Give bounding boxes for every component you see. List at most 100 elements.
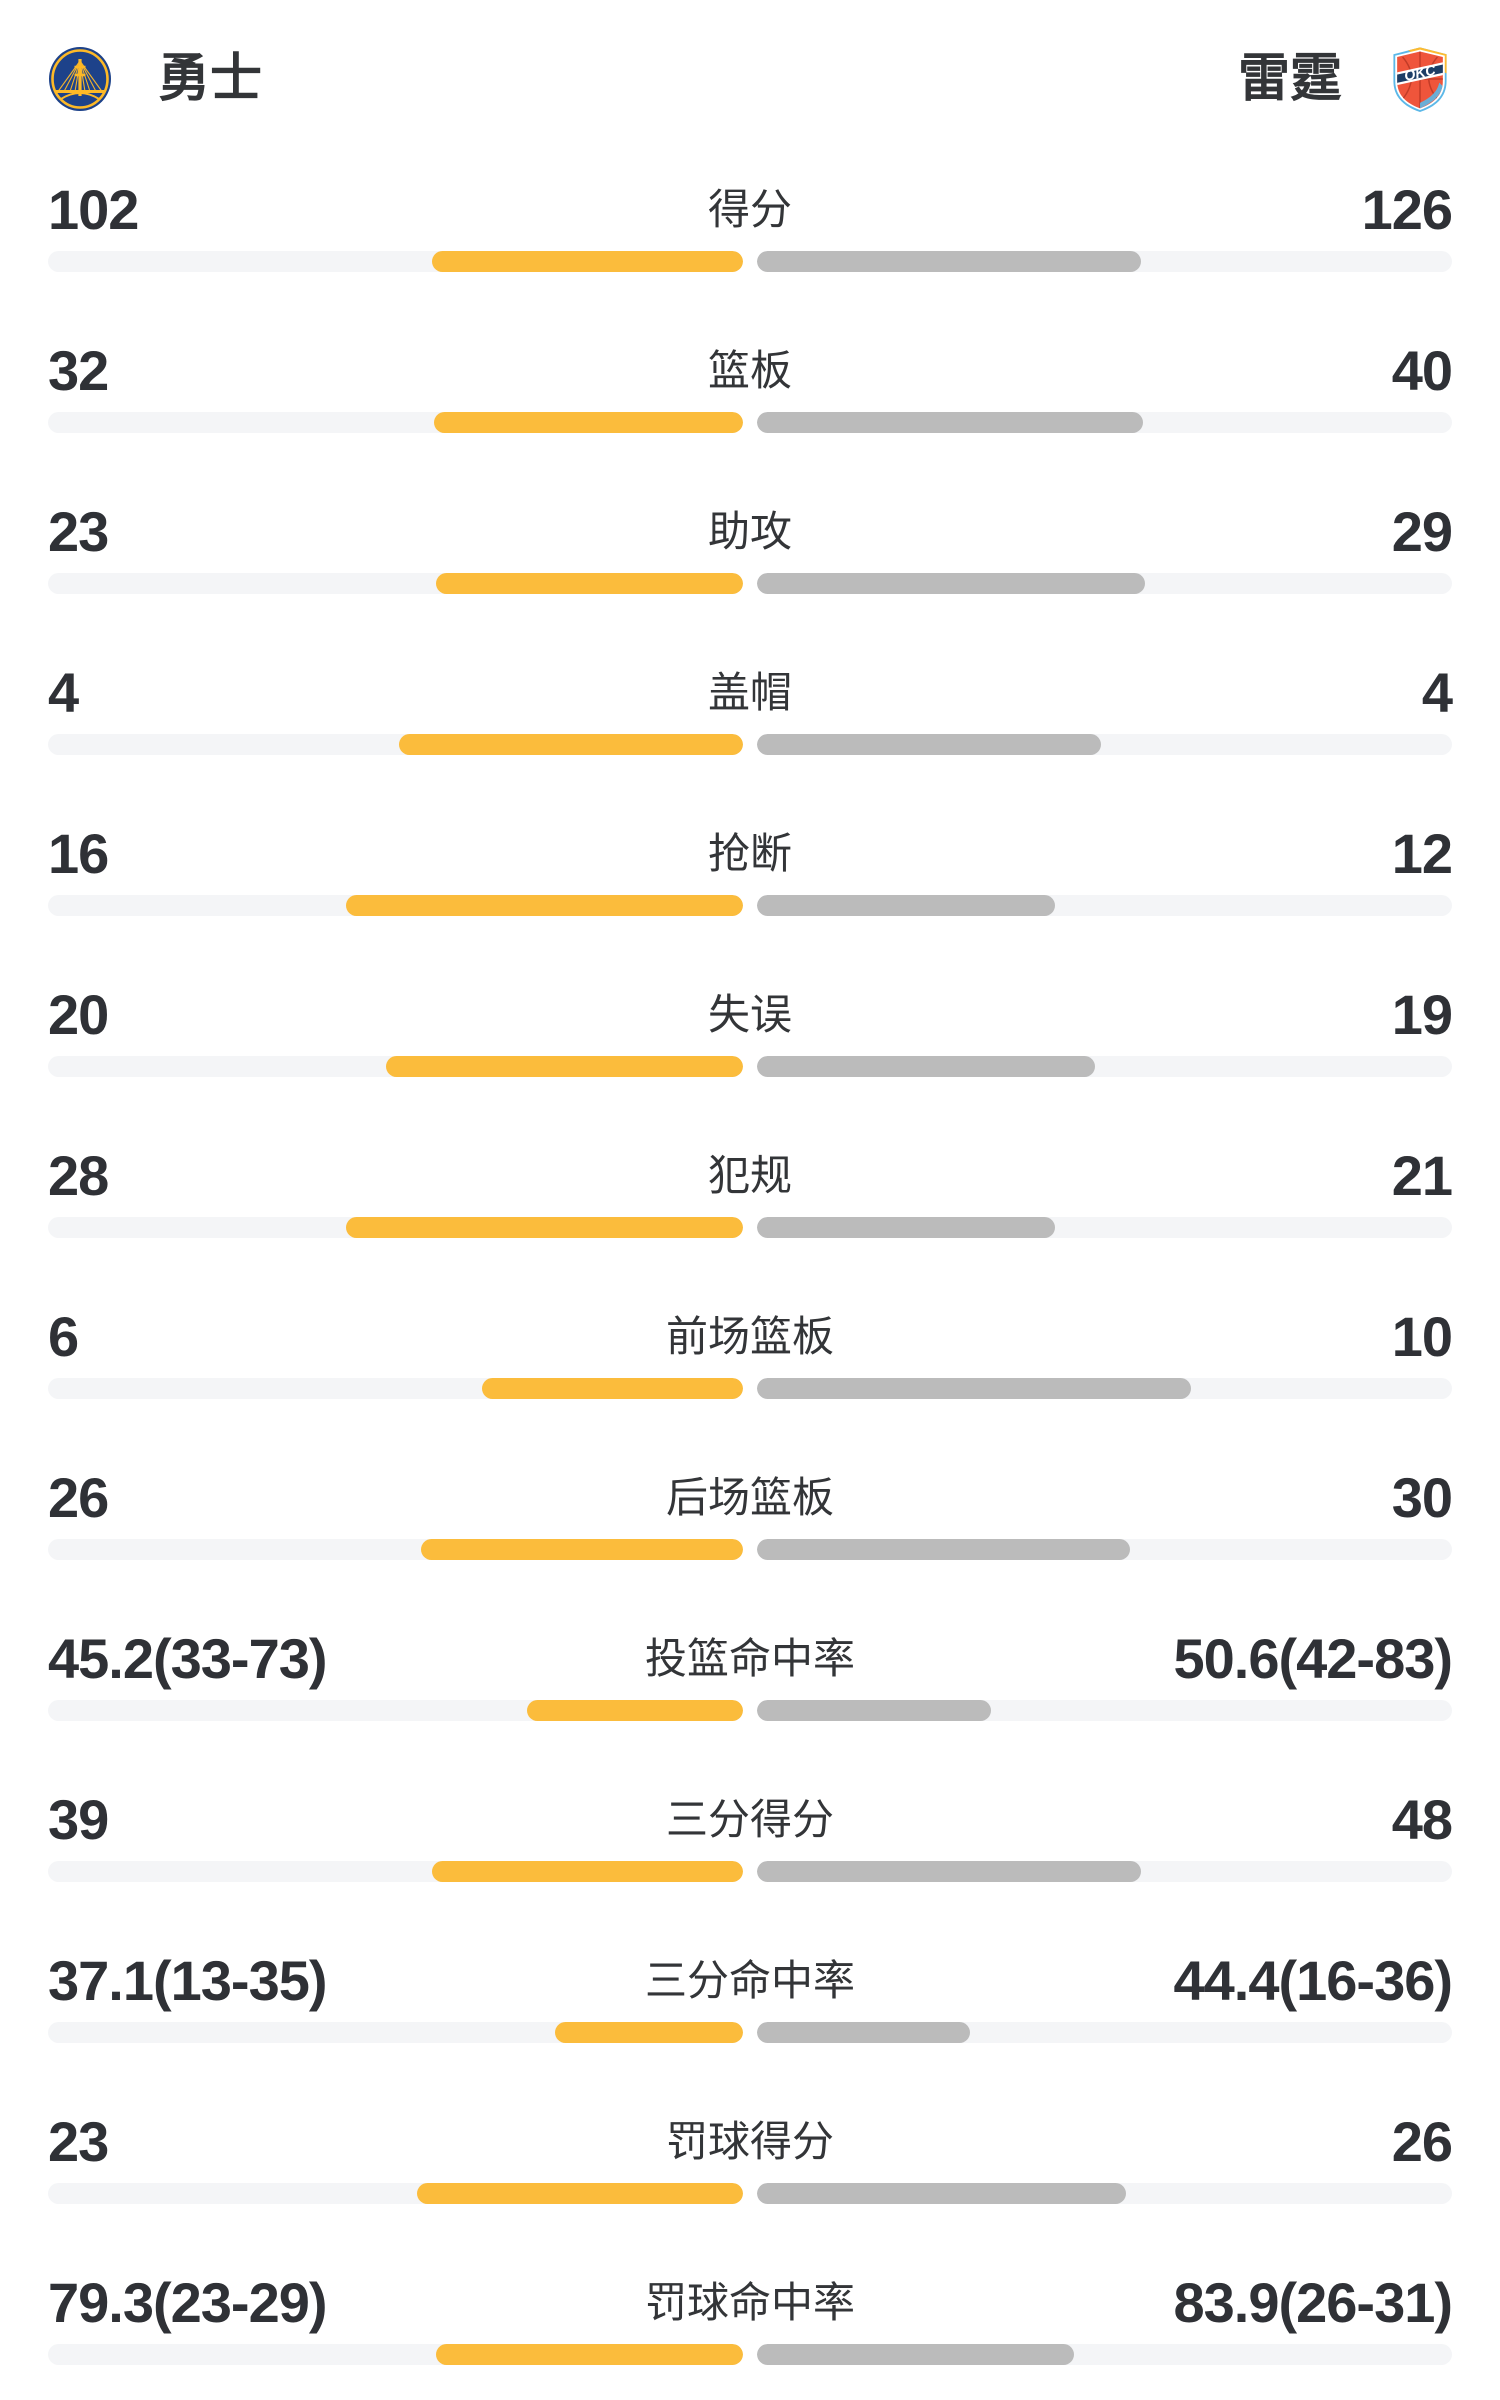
away-bar-fill <box>757 2183 1127 2204</box>
stat-row: 102 得分 126 <box>48 178 1453 272</box>
away-bar-track <box>757 2344 1452 2365</box>
stat-label: 盖帽 <box>707 669 793 716</box>
home-value: 6 <box>48 1305 79 1368</box>
away-bar-track <box>757 1217 1452 1238</box>
stat-line: 79.3(23-29) 罚球命中率 83.9(26-31) <box>48 2271 1453 2334</box>
home-value: 37.1(13-35) <box>48 1949 328 2012</box>
home-value: 16 <box>48 822 109 885</box>
away-value: 44.4(16-36) <box>1173 1949 1453 2012</box>
away-value: 30 <box>1391 1466 1453 1529</box>
stat-row: 4 盖帽 4 <box>48 661 1453 755</box>
stat-row: 16 抢断 12 <box>48 822 1453 916</box>
home-bar-track <box>48 2022 743 2043</box>
away-value: 50.6(42-83) <box>1173 1627 1453 1690</box>
stat-label: 罚球得分 <box>665 2118 835 2165</box>
away-bar-track <box>757 2022 1452 2043</box>
stat-label: 罚球命中率 <box>644 2279 856 2326</box>
stat-bars <box>48 1217 1452 1238</box>
stat-row: 6 前场篮板 10 <box>48 1305 1453 1399</box>
away-bar-track <box>757 251 1452 272</box>
stat-label: 前场篮板 <box>665 1313 835 1360</box>
stat-row: 39 三分得分 48 <box>48 1788 1453 1882</box>
home-value: 23 <box>48 2110 109 2173</box>
home-bar-fill <box>434 412 743 433</box>
team-home: 勇士 <box>48 46 262 112</box>
match-header: 勇士 雷霆 <box>48 0 1452 112</box>
away-bar-fill <box>757 573 1145 594</box>
away-bar-fill <box>757 412 1144 433</box>
away-bar-fill <box>757 1700 991 1721</box>
home-bar-fill <box>420 1539 743 1560</box>
home-bar-fill <box>398 734 743 755</box>
stat-bars <box>48 1378 1452 1399</box>
stat-bars <box>48 251 1452 272</box>
stat-bars <box>48 412 1452 433</box>
away-value: 19 <box>1391 983 1453 1046</box>
stat-line: 20 失误 19 <box>48 983 1453 1046</box>
home-bar-fill <box>526 1700 743 1721</box>
home-bar-track <box>48 1700 743 1721</box>
stat-bars <box>48 895 1452 916</box>
away-bar-fill <box>757 734 1102 755</box>
home-bar-track <box>48 573 743 594</box>
home-bar-fill <box>431 1861 743 1882</box>
away-bar-fill <box>757 1056 1096 1077</box>
away-bar-fill <box>757 1861 1141 1882</box>
stat-label: 失误 <box>707 991 793 1038</box>
home-bar-fill <box>346 895 743 916</box>
stat-line: 39 三分得分 48 <box>48 1788 1453 1851</box>
stat-line: 45.2(33-73) 投篮命中率 50.6(42-83) <box>48 1627 1453 1690</box>
stat-row: 23 助攻 29 <box>48 504 1453 594</box>
away-bar-track <box>757 895 1452 916</box>
away-bar-fill <box>757 1539 1130 1560</box>
stat-line: 23 助攻 29 <box>48 504 1453 560</box>
stat-line: 6 前场篮板 10 <box>48 1305 1453 1368</box>
stat-row: 20 失误 19 <box>48 983 1453 1077</box>
away-value: 4 <box>1421 661 1453 724</box>
home-bar-fill <box>432 251 743 272</box>
stats-list: 102 得分 126 32 篮板 40 <box>48 178 1453 2365</box>
home-bar-track <box>48 1056 743 1077</box>
stat-label: 后场篮板 <box>665 1474 835 1521</box>
stat-bars <box>48 2183 1452 2204</box>
home-bar-track <box>48 412 743 433</box>
stat-row: 79.3(23-29) 罚球命中率 83.9(26-31) <box>48 2271 1453 2365</box>
home-bar-fill <box>435 2344 743 2365</box>
home-bar-fill <box>435 573 743 594</box>
stat-label: 投篮命中率 <box>644 1635 856 1682</box>
away-team-name: 雷霆 <box>1237 50 1342 108</box>
away-bar-track <box>757 1378 1452 1399</box>
away-value: 83.9(26-31) <box>1173 2271 1453 2334</box>
stat-label: 三分命中率 <box>644 1957 856 2004</box>
away-value: 21 <box>1391 1144 1453 1207</box>
stat-row: 23 罚球得分 26 <box>48 2110 1453 2204</box>
stat-line: 102 得分 126 <box>48 178 1453 241</box>
home-bar-fill <box>346 1217 743 1238</box>
home-value: 28 <box>48 1144 109 1207</box>
home-bar-track <box>48 1539 743 1560</box>
away-bar-fill <box>757 895 1056 916</box>
home-value: 26 <box>48 1466 109 1529</box>
away-bar-fill <box>757 251 1142 272</box>
away-bar-track <box>757 1861 1452 1882</box>
home-value: 39 <box>48 1788 109 1851</box>
stat-bars <box>48 2344 1452 2365</box>
stat-line: 32 篮板 40 <box>48 343 1453 399</box>
thunder-logo-icon: OKC <box>1393 47 1447 112</box>
stat-row: 28 犯规 21 <box>48 1144 1453 1238</box>
stat-bars <box>48 1700 1452 1721</box>
home-value: 102 <box>48 178 139 241</box>
home-bar-track <box>48 2183 743 2204</box>
stat-bars <box>48 573 1452 594</box>
away-bar-track <box>757 734 1452 755</box>
away-bar-track <box>757 1539 1452 1560</box>
away-bar-track <box>757 2183 1452 2204</box>
home-bar-fill <box>417 2183 743 2204</box>
stat-label: 三分得分 <box>665 1796 835 1843</box>
stat-bars <box>48 1539 1452 1560</box>
home-bar-track <box>48 895 743 916</box>
away-bar-track <box>757 573 1452 594</box>
stat-bars <box>48 734 1452 755</box>
home-bar-track <box>48 1861 743 1882</box>
